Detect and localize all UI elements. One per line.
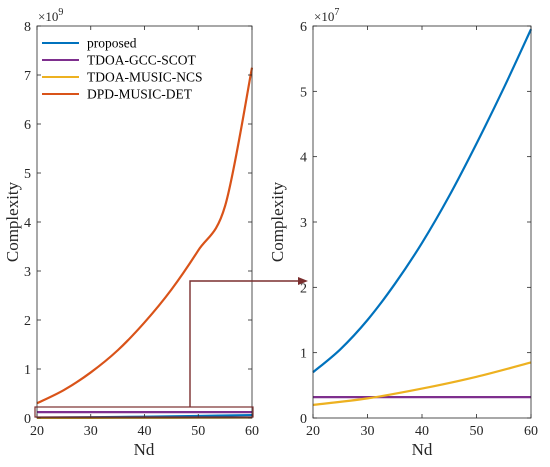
zoom-rectangle: [34, 406, 254, 418]
left-y-tick-label: 0: [24, 412, 31, 427]
right-y-tick-label: 2: [300, 281, 307, 296]
left-x-axis-label: Nd: [134, 440, 155, 459]
right-x-tick-label: 50: [470, 424, 484, 439]
left-y-tick-label: 4: [24, 216, 31, 231]
right-y-tick-label: 3: [300, 216, 307, 231]
legend-label-tdoa-music-ncs: TDOA-MUSIC-NCS: [87, 70, 203, 85]
right-series-proposed: [312, 28, 532, 374]
right-y-tick-label: 5: [300, 85, 307, 100]
right-x-tick-label: 30: [361, 424, 375, 439]
left-plot-frame: [36, 25, 253, 419]
right-y-tick-label: 6: [300, 20, 307, 35]
right-x-tick-label: 20: [306, 424, 320, 439]
left-x-tick-label: 30: [84, 424, 98, 439]
right-series-tdoa-music-ncs: [312, 361, 532, 407]
right-plot-frame: [312, 25, 532, 419]
left-x-tick-label: 20: [30, 424, 44, 439]
legend-label-dpd-music-det: DPD-MUSIC-DET: [87, 87, 193, 102]
right-y-tick-label: 1: [300, 347, 307, 362]
legend: proposed TDOA-GCC-SCOT TDOA-MUSIC-NCS DP…: [42, 36, 203, 102]
left-y-tick-label: 6: [24, 118, 31, 133]
left-y-axis-label: Complexity: [3, 181, 22, 262]
left-y-tick-label: 8: [24, 20, 31, 35]
left-y-tick-label: 7: [24, 69, 31, 84]
left-series-lines: [36, 67, 254, 419]
right-series-lines: [312, 28, 532, 407]
zoom-connector-arrow: [189, 277, 308, 407]
right-x-axis-label: Nd: [412, 440, 433, 459]
left-y-tick-label: 1: [24, 363, 31, 378]
left-series-dpd-music-det: [36, 67, 254, 405]
left-y-exponent: ×109: [38, 7, 63, 24]
right-y-axis-label: Complexity: [268, 181, 287, 262]
left-y-tick-label: 5: [24, 167, 31, 182]
left-x-tick-label: 60: [245, 424, 259, 439]
right-tick-marks: 20 30 40 50 60 0 1 2 3 4 5 6: [300, 20, 538, 439]
left-panel: 20 30 40 50 60 0 1 2 3 4 5 6 7 8 ×109 Complexity Nd p…: [3, 7, 259, 459]
right-y-tick-label: 0: [300, 412, 307, 427]
left-y-tick-label: 2: [24, 314, 31, 329]
legend-label-proposed: proposed: [87, 36, 137, 51]
right-y-tick-label: 4: [300, 151, 307, 166]
left-x-tick-label: 50: [191, 424, 205, 439]
right-x-tick-label: 40: [415, 424, 429, 439]
right-y-exponent: ×107: [314, 7, 339, 24]
left-y-tick-label: 3: [24, 265, 31, 280]
legend-label-tdoa-gcc-scot: TDOA-GCC-SCOT: [87, 53, 197, 68]
right-x-tick-label: 60: [524, 424, 538, 439]
right-panel: 20 30 40 50 60 0 1 2 3 4 5 6 ×107 Complexity Nd: [268, 7, 538, 459]
left-x-tick-label: 40: [138, 424, 152, 439]
